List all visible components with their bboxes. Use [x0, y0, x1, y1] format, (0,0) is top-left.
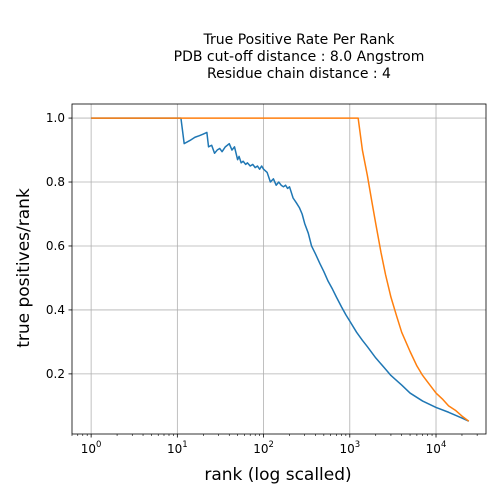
chart-title-line-2: PDB cut-off distance : 8.0 Angstrom [174, 49, 425, 65]
x-tick-label: 104 [426, 440, 447, 456]
x-tick-label: 101 [167, 440, 188, 456]
x-tick-label: 102 [253, 440, 274, 456]
y-tick-label: 0.6 [46, 239, 65, 253]
y-tick-label: 0.2 [46, 367, 65, 381]
series-group [91, 117, 470, 422]
x-tick-label: 100 [81, 440, 102, 456]
grid [72, 104, 486, 434]
series-line-2 [91, 117, 470, 422]
y-tick-label: 0.4 [46, 303, 65, 317]
plot-frame [71, 103, 487, 435]
x-tick-label: 103 [339, 440, 360, 456]
ticks: 100 101 102 103 104 0.2 0.4 0.6 0.8 1.0 [46, 111, 478, 456]
y-tick-label: 0.8 [46, 175, 65, 189]
chart-title-line-3: Residue chain distance : 4 [207, 66, 391, 82]
y-tick-label: 1.0 [46, 111, 65, 125]
x-axis-label: rank (log scalled) [204, 465, 351, 485]
series-line-1 [91, 117, 470, 422]
chart-title-line-1: True Positive Rate Per Rank [203, 32, 396, 48]
y-axis-label: true positives/rank [14, 188, 34, 348]
